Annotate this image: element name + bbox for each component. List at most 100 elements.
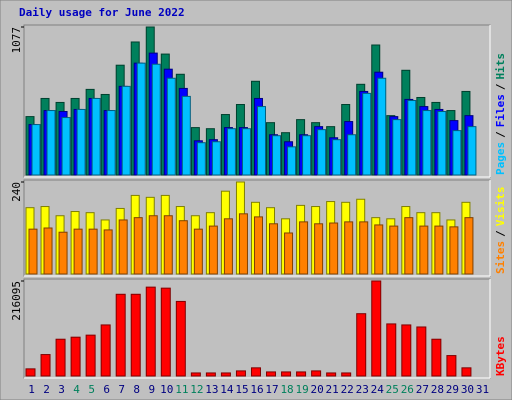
bar xyxy=(25,368,36,377)
legend-entry: Hits xyxy=(494,53,507,80)
bar xyxy=(392,119,402,176)
x-tick-label: 2 xyxy=(43,383,50,396)
bar xyxy=(401,324,412,377)
x-tick-label: 12 xyxy=(190,383,203,396)
bar xyxy=(422,110,432,176)
bar xyxy=(61,117,71,176)
bar xyxy=(238,213,248,275)
bar xyxy=(103,229,113,275)
bar xyxy=(106,110,116,176)
x-tick-label: 11 xyxy=(175,383,188,396)
bar xyxy=(467,126,477,176)
bar xyxy=(332,139,342,176)
bar xyxy=(299,221,309,275)
bar xyxy=(461,367,472,377)
bar xyxy=(362,92,372,176)
bar xyxy=(287,146,297,176)
legend: KBytes xyxy=(494,336,507,376)
y-tick-label: 1077 xyxy=(10,27,23,54)
bar xyxy=(211,141,221,176)
bar xyxy=(302,135,312,176)
bar xyxy=(46,110,56,176)
bar xyxy=(452,130,462,176)
bar xyxy=(356,313,367,377)
bar xyxy=(374,224,384,275)
bar xyxy=(58,231,68,275)
x-tick-label: 18 xyxy=(280,383,293,396)
bar xyxy=(416,326,427,377)
legend-separator: / xyxy=(494,83,507,90)
legend: Sites / Visits xyxy=(494,187,507,275)
bar xyxy=(40,354,51,377)
bar xyxy=(326,372,337,377)
bar xyxy=(434,225,444,275)
bar xyxy=(371,280,382,377)
x-tick-label: 3 xyxy=(58,383,65,396)
x-tick-label: 17 xyxy=(265,383,278,396)
bar xyxy=(55,338,66,377)
bar xyxy=(386,323,397,377)
y-tick-label: 240 xyxy=(10,182,23,202)
bar xyxy=(136,62,146,176)
x-tick-label: 21 xyxy=(326,383,339,396)
x-tick-label: 15 xyxy=(235,383,248,396)
x-tick-label: 20 xyxy=(311,383,324,396)
bar xyxy=(121,85,131,176)
bar xyxy=(130,293,141,377)
bar xyxy=(407,100,417,176)
x-tick-label: 7 xyxy=(118,383,125,396)
bar xyxy=(241,128,251,176)
legend-entry: Files xyxy=(494,94,507,127)
bar xyxy=(235,370,246,377)
bar xyxy=(151,63,161,176)
legend-entry: Sites xyxy=(494,241,507,274)
bar xyxy=(389,225,399,275)
bar xyxy=(314,223,324,275)
bar xyxy=(359,221,369,275)
x-tick-label: 6 xyxy=(103,383,110,396)
bar xyxy=(341,372,352,377)
bar xyxy=(166,77,176,176)
bar xyxy=(181,95,191,176)
bar xyxy=(226,128,236,176)
bar xyxy=(272,135,282,176)
bar xyxy=(208,225,218,275)
bar xyxy=(256,106,266,176)
x-tick-label: 27 xyxy=(416,383,429,396)
bar xyxy=(148,215,158,275)
bar xyxy=(133,217,143,275)
bar xyxy=(404,217,414,275)
bar xyxy=(73,228,83,275)
x-tick-label: 30 xyxy=(461,383,474,396)
bar xyxy=(178,220,188,275)
bar xyxy=(160,287,171,377)
x-tick-label: 5 xyxy=(88,383,95,396)
bar xyxy=(250,367,261,377)
bar xyxy=(28,228,38,275)
bar xyxy=(220,372,231,377)
bar xyxy=(419,225,429,275)
x-tick-label: 31 xyxy=(476,383,489,396)
bar xyxy=(281,371,292,377)
x-tick-label: 26 xyxy=(401,383,414,396)
bar xyxy=(31,124,41,176)
bar xyxy=(266,371,277,377)
y-tick-label: 216095 xyxy=(10,281,23,321)
x-tick-label: 25 xyxy=(386,383,399,396)
x-tick-label: 13 xyxy=(205,383,218,396)
bar xyxy=(449,226,459,275)
x-tick-label: 9 xyxy=(148,383,155,396)
bar xyxy=(145,286,156,377)
bar xyxy=(175,300,186,377)
bar xyxy=(431,338,442,377)
bar xyxy=(437,111,447,176)
bar xyxy=(284,232,294,275)
bar xyxy=(43,227,53,275)
bar xyxy=(317,129,327,176)
legend-separator: / xyxy=(494,131,507,138)
x-tick-label: 1 xyxy=(28,383,35,396)
x-tick-label: 23 xyxy=(356,383,369,396)
x-tick-label: 19 xyxy=(295,383,308,396)
chart-title: Daily usage for June 2022 xyxy=(19,6,185,19)
x-tick-label: 4 xyxy=(73,383,80,396)
